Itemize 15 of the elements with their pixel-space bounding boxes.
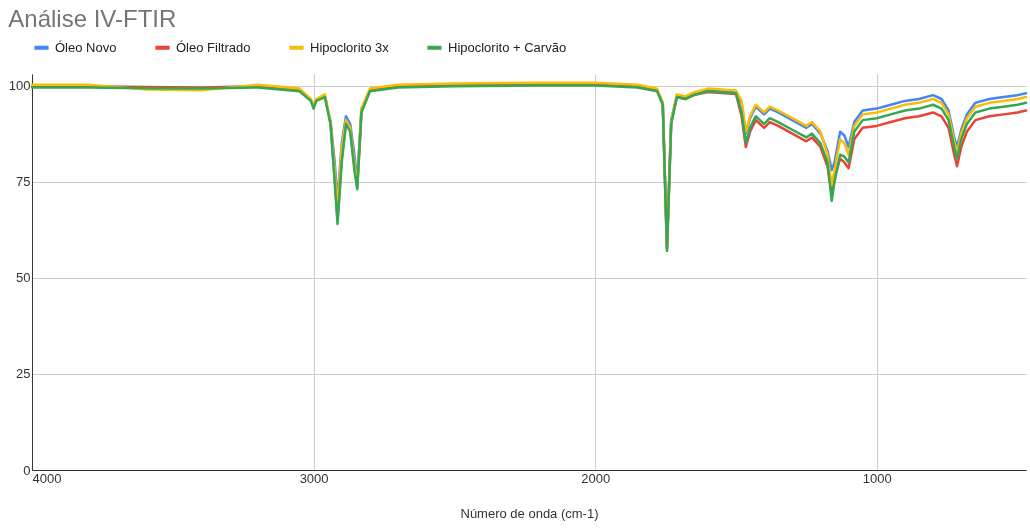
y-tick-label: 75 <box>16 174 31 190</box>
x-tick-label: 4000 <box>32 470 62 486</box>
y-tick-label: 0 <box>23 462 31 478</box>
x-tick-label: 3000 <box>299 470 329 486</box>
legend-label: Óleo Filtrado <box>176 39 251 55</box>
legend-label: Óleo Novo <box>55 39 117 55</box>
x-tick-label: 1000 <box>862 470 892 486</box>
chart-title: Análise IV-FTIR <box>8 5 177 32</box>
legend-label: Hipoclorito 3x <box>310 39 390 55</box>
y-tick-label: 100 <box>8 78 31 94</box>
y-tick-label: 50 <box>16 270 31 286</box>
legend-label: Hipoclorito + Carvão <box>448 39 567 55</box>
x-tick-label: 2000 <box>581 470 611 486</box>
y-tick-label: 25 <box>16 366 31 382</box>
x-axis-title: Número de onda (cm-1) <box>460 505 599 521</box>
